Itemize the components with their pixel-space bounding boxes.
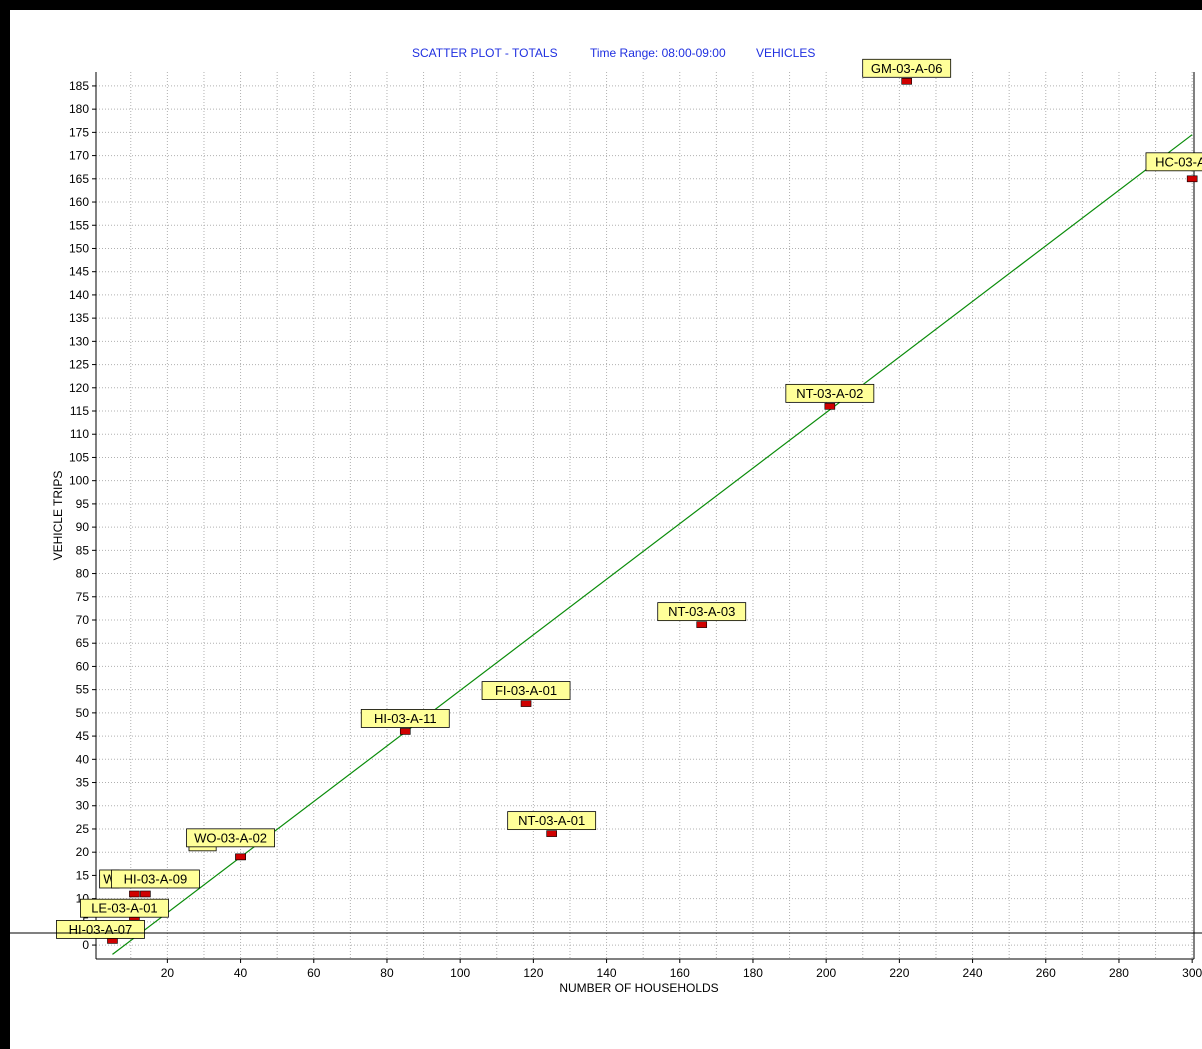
y-tick-label: 135 [69, 311, 89, 325]
y-tick-label: 125 [69, 358, 89, 372]
x-tick-label: 240 [963, 966, 983, 980]
data-point-label: HC-03-A-0 [1155, 154, 1202, 169]
scatter-chart: 0510152025303540455055606570758085909510… [10, 46, 1202, 995]
x-axis-label: NUMBER OF HOUSEHOLDS [559, 981, 718, 995]
data-point-label: NT-03-A-03 [668, 604, 735, 619]
x-tick-label: 40 [234, 966, 248, 980]
y-tick-label: 90 [76, 520, 90, 534]
data-point-marker [696, 621, 708, 628]
x-tick-label: 260 [1036, 966, 1056, 980]
y-tick-label: 150 [69, 241, 89, 255]
data-point-label-box [507, 811, 597, 831]
x-tick-label: 200 [816, 966, 836, 980]
y-tick-label: 145 [69, 265, 89, 279]
y-tick-label: 50 [76, 706, 90, 720]
y-tick-label: 15 [76, 868, 90, 882]
data-point-label-box [111, 869, 200, 889]
data-point-marker [140, 890, 151, 898]
y-tick-label: 160 [69, 195, 89, 209]
x-tick-label: 120 [523, 966, 543, 980]
data-point-label: NT-03-A-02 [796, 386, 863, 401]
x-tick-label: 60 [307, 966, 321, 980]
y-tick-label: 60 [76, 659, 90, 673]
data-point-marker [399, 728, 411, 735]
x-tick-label: 160 [670, 966, 690, 980]
data-point-marker [824, 403, 836, 410]
x-tick-label: 140 [597, 966, 617, 980]
y-tick-label: 45 [76, 729, 90, 743]
data-point-label-box [360, 709, 450, 728]
data-point-label-box [56, 920, 145, 939]
x-tick-label: 20 [161, 966, 175, 980]
y-tick-label: 35 [76, 776, 90, 790]
y-tick-label: 100 [69, 474, 89, 488]
data-point-marker [520, 700, 532, 707]
data-point-marker [235, 853, 246, 861]
data-point-label-box [862, 58, 952, 78]
data-point-label-box [785, 383, 875, 403]
data-point-label: NT-03-A-01 [518, 813, 585, 828]
y-tick-label: 130 [69, 334, 89, 348]
y-tick-label: 175 [69, 125, 89, 139]
y-tick-label: 170 [69, 149, 89, 163]
y-tick-label: 180 [69, 102, 89, 116]
data-point-label: HI-03-A-09 [124, 871, 188, 886]
data-point-label: WO-03-A-02 [194, 830, 267, 845]
data-point-label: FI-03-A-01 [495, 683, 557, 698]
x-tick-label: 80 [380, 966, 394, 980]
data-point-label-box [186, 828, 275, 848]
y-axis-label: VEHICLE TRIPS [51, 471, 65, 561]
x-tick-label: 180 [743, 966, 763, 980]
chart-title-part: Time Range: 08:00-09:00 [590, 46, 726, 60]
data-point-label: GM-03-A-06 [871, 61, 943, 76]
y-tick-label: 55 [76, 683, 90, 697]
y-tick-label: 120 [69, 381, 89, 395]
x-tick-label: 300 [1182, 966, 1202, 980]
y-tick-label: 70 [76, 613, 90, 627]
data-point-label: HI-03-A-07 [69, 922, 133, 937]
data-point-marker [546, 830, 557, 837]
chart-panel: 0510152025303540455055606570758085909510… [10, 10, 1202, 1049]
data-point-label: HI-03-A-11 [374, 711, 437, 726]
chart-title-part: SCATTER PLOT - TOTALS [412, 46, 558, 60]
data-point-label-box [80, 898, 169, 918]
data-point-marker [129, 890, 140, 898]
data-point-marker [901, 77, 912, 85]
y-tick-label: 30 [76, 799, 90, 813]
data-point-label: LE-03-A-01 [91, 901, 157, 916]
data-point-marker [1186, 175, 1198, 183]
data-point-label-box [1145, 152, 1202, 172]
trend-line [112, 134, 1193, 955]
y-tick-label: 115 [70, 404, 89, 418]
y-tick-label: 85 [76, 543, 90, 557]
y-tick-label: 20 [76, 845, 90, 859]
chart-title-part: VEHICLES [756, 46, 815, 60]
y-tick-label: 155 [69, 218, 89, 232]
x-tick-label: 220 [889, 966, 909, 980]
y-tick-label: 105 [69, 450, 89, 464]
x-tick-label: 100 [450, 966, 470, 980]
y-tick-label: 140 [69, 288, 89, 302]
y-tick-label: 185 [69, 79, 89, 93]
data-point-label-box [481, 681, 571, 700]
data-point-label-box [657, 602, 747, 622]
x-tick-label: 280 [1109, 966, 1129, 980]
y-tick-label: 40 [76, 752, 90, 766]
y-tick-label: 165 [69, 172, 89, 186]
y-tick-label: 75 [76, 590, 90, 604]
y-tick-label: 95 [76, 497, 90, 511]
y-tick-label: 25 [76, 822, 90, 836]
y-tick-label: 0 [82, 938, 89, 952]
y-tick-label: 65 [76, 636, 90, 650]
y-tick-label: 110 [70, 427, 89, 441]
y-tick-label: 80 [76, 567, 90, 581]
